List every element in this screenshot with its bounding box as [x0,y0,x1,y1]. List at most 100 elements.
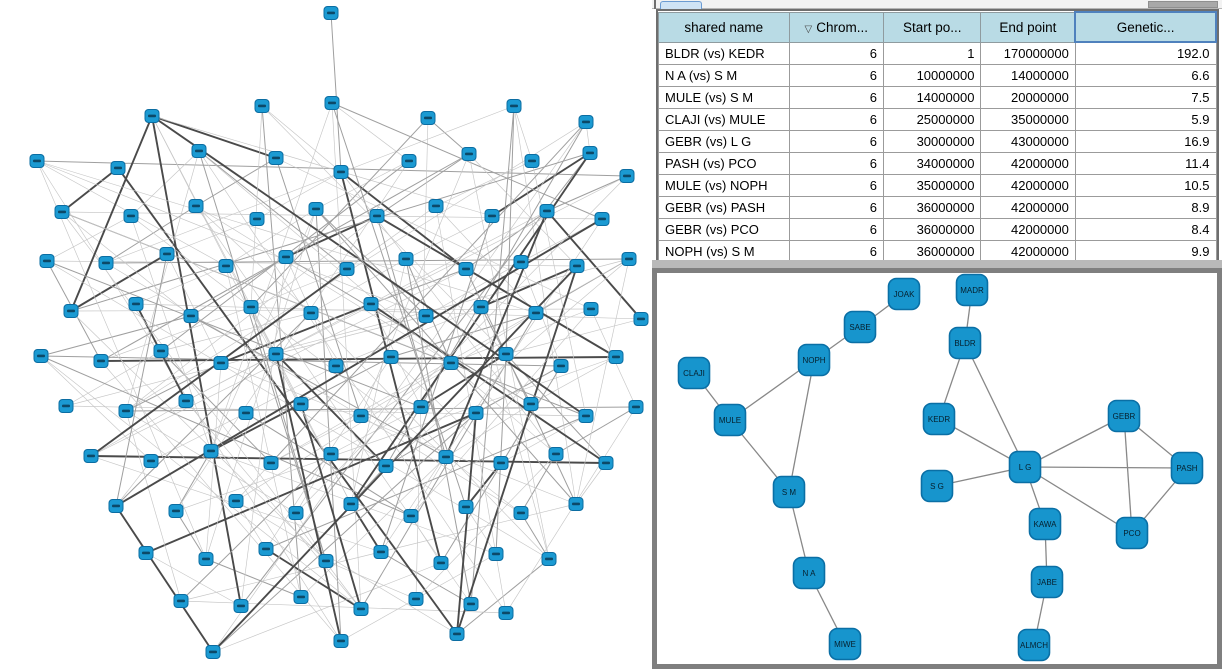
network-edge [380,551,472,605]
column-header-2[interactable]: Start po... [882,11,982,43]
table-cell[interactable]: 10000000 [882,63,982,87]
table-cell[interactable]: 36000000 [882,195,982,219]
network-node-label [343,267,351,271]
detail-node-s-g[interactable] [920,469,954,503]
table-row[interactable]: N A (vs) S M 6 10000000 14000000 6.6 [658,63,1217,87]
table-cell[interactable]: 8.4 [1074,217,1217,241]
table-row[interactable]: MULE (vs) S M 6 14000000 20000000 7.5 [658,85,1217,109]
table-cell[interactable]: 14000000 [980,63,1076,87]
overview-network-panel[interactable] [0,0,652,669]
table-cell[interactable]: 35000000 [980,107,1076,131]
table-cell[interactable]: GEBR (vs) PCO [658,217,790,241]
detail-node-s-m[interactable] [772,475,806,509]
detail-node-mule[interactable] [713,403,747,437]
network-edge [300,403,362,610]
table-cell[interactable]: 20000000 [980,85,1076,109]
table-cell[interactable]: 6 [788,85,885,109]
detail-node-noph[interactable] [797,343,831,377]
table-cell[interactable]: 42000000 [980,195,1076,219]
detail-node-label: S G [930,482,944,491]
table-cell[interactable]: 25000000 [882,107,982,131]
detail-node-madr[interactable] [955,273,989,307]
table-cell[interactable]: GEBR (vs) PASH [658,195,790,219]
table-cell[interactable]: 6 [788,41,885,65]
overview-network-canvas[interactable] [0,0,652,669]
table-cell[interactable]: 10.5 [1074,173,1217,197]
table-cell[interactable]: 35000000 [882,173,982,197]
column-header-0[interactable]: shared name [658,11,790,43]
table-row[interactable]: GEBR (vs) PASH 6 36000000 42000000 8.9 [658,195,1217,219]
detail-network-panel[interactable]: JOAK MADR SABE NOPH BLDR CLAJI MULE KEDR GEBR L G… [652,268,1222,669]
table-cell[interactable]: 6 [788,107,885,131]
detail-node-l-g[interactable] [1008,450,1042,484]
detail-node-almch[interactable] [1017,628,1051,662]
detail-node-claji[interactable] [677,356,711,390]
table-cell[interactable]: NOPH (vs) S M [658,239,790,263]
detail-node-pash[interactable] [1170,451,1204,485]
table-cell[interactable]: 8.9 [1074,195,1217,219]
toolbar-tab-sliver[interactable] [660,1,702,9]
detail-node-sabe[interactable] [843,310,877,344]
table-cell[interactable]: 1 [882,41,982,65]
table-cell[interactable]: 6 [788,63,885,87]
network-node-label [328,101,336,105]
table-cell[interactable]: 6 [788,217,885,241]
table-cell[interactable]: 7.5 [1074,85,1217,109]
table-row[interactable]: NOPH (vs) S M 6 36000000 42000000 9.9 [658,239,1217,263]
table-cell[interactable]: 16.9 [1074,129,1217,153]
detail-node-kawa[interactable] [1028,507,1062,541]
table-row[interactable]: MULE (vs) NOPH 6 35000000 42000000 10.5 [658,173,1217,197]
detail-network-canvas[interactable]: JOAK MADR SABE NOPH BLDR CLAJI MULE KEDR GEBR L G… [657,273,1217,664]
detail-node-miwe[interactable] [828,627,862,661]
table-cell[interactable]: 42000000 [980,173,1076,197]
network-node-label [543,209,551,213]
table-cell[interactable]: 30000000 [882,129,982,153]
column-header-4[interactable]: Genetic... [1074,11,1217,43]
table-cell[interactable]: MULE (vs) NOPH [658,173,790,197]
detail-node-pco[interactable] [1115,516,1149,550]
detail-node-n-a[interactable] [792,556,826,590]
detail-node-gebr[interactable] [1107,399,1141,433]
table-cell[interactable]: 6.6 [1074,63,1217,87]
detail-node-bldr[interactable] [948,326,982,360]
table-cell[interactable]: 14000000 [882,85,982,109]
column-header-1[interactable]: ▽ Chrom... [788,11,885,43]
network-edge [340,171,442,564]
table-cell[interactable]: 11.4 [1074,151,1217,175]
table-cell[interactable]: 34000000 [882,151,982,175]
table-cell[interactable]: 42000000 [980,151,1076,175]
table-cell[interactable]: PASH (vs) PCO [658,151,790,175]
table-cell[interactable]: CLAJI (vs) MULE [658,107,790,131]
table-cell[interactable]: GEBR (vs) L G [658,129,790,153]
table-cell[interactable]: N A (vs) S M [658,63,790,87]
detail-node-kedr[interactable] [922,402,956,436]
table-cell[interactable]: 6 [788,195,885,219]
network-edge [61,211,603,220]
table-cell[interactable]: 42000000 [980,239,1076,263]
column-header-3[interactable]: End point [980,11,1076,43]
table-cell[interactable]: 192.0 [1074,41,1217,65]
table-row[interactable]: CLAJI (vs) MULE 6 25000000 35000000 5.9 [658,107,1217,131]
table-cell[interactable]: 6 [788,151,885,175]
table-cell[interactable]: 6 [788,173,885,197]
table-cell[interactable]: 5.9 [1074,107,1217,131]
table-cell[interactable]: 36000000 [882,217,982,241]
network-edge [530,356,617,405]
table-cell[interactable]: 6 [788,239,885,263]
table-row[interactable]: PASH (vs) PCO 6 34000000 42000000 11.4 [658,151,1217,175]
toolbar-scrollbar-block[interactable] [1148,1,1218,8]
table-cell[interactable]: 36000000 [882,239,982,263]
table-cell[interactable]: BLDR (vs) KEDR [658,41,790,65]
table-cell[interactable]: 170000000 [980,41,1076,65]
table-cell[interactable]: MULE (vs) S M [658,85,790,109]
detail-node-jabe[interactable] [1030,565,1064,599]
table-row[interactable]: GEBR (vs) PCO 6 36000000 42000000 8.4 [658,217,1217,241]
table-cell[interactable]: 6 [788,129,885,153]
detail-node-joak[interactable] [887,277,921,311]
table-cell[interactable]: 42000000 [980,217,1076,241]
table-row[interactable]: GEBR (vs) L G 6 30000000 43000000 16.9 [658,129,1217,153]
table-cell[interactable]: 43000000 [980,129,1076,153]
table-cell[interactable]: 9.9 [1074,239,1217,263]
filter-icon[interactable]: ▽ [804,23,813,35]
table-row[interactable]: BLDR (vs) KEDR 6 1 170000000 192.0 [658,41,1217,65]
